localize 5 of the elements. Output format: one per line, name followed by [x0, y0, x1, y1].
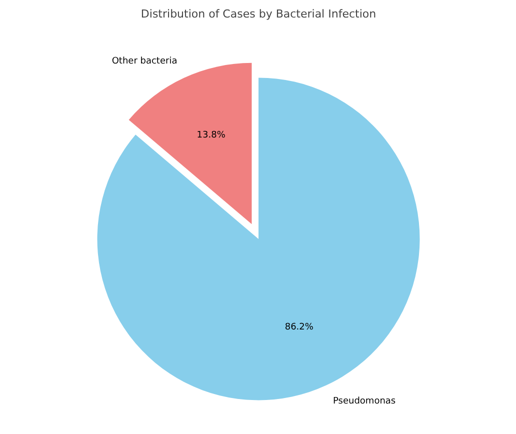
data-label: 13.8% [196, 130, 226, 140]
slice-label: Other bacteria [112, 56, 178, 67]
slice-label: Pseudomonas [333, 396, 396, 407]
data-label: 86.2% [284, 322, 314, 333]
chart-title: Distribution of Cases by Bacterial Infection [140, 8, 376, 20]
